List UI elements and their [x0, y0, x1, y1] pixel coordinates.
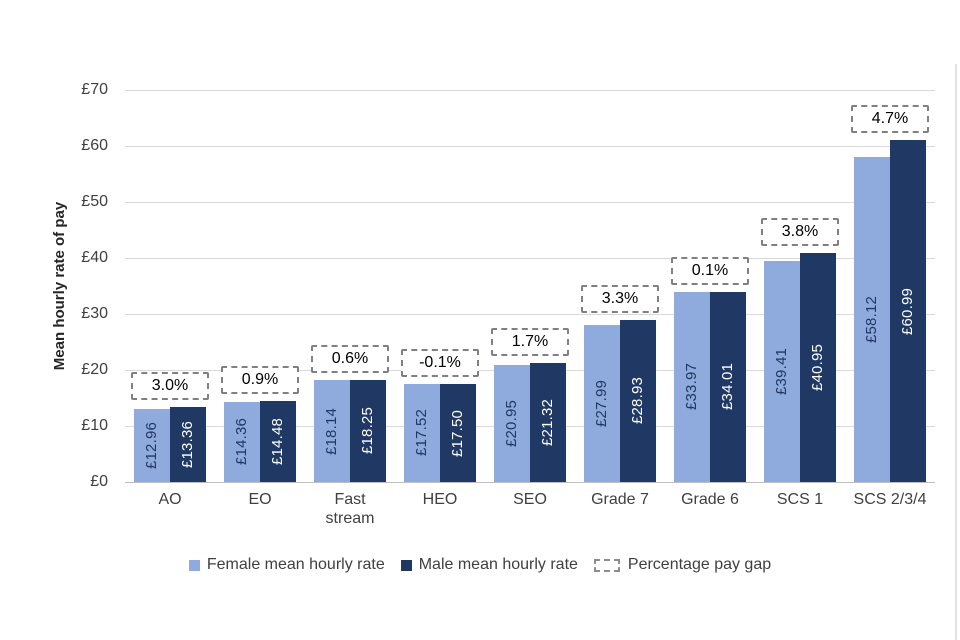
legend-item: Female mean hourly rate — [188, 556, 385, 574]
pay-gap-label: 0.9% — [221, 365, 299, 394]
bar-value-label: £18.14 — [314, 380, 350, 482]
y-tick-label: £10 — [81, 417, 108, 434]
bar-value-text: £58.12 — [863, 295, 881, 343]
male-bar — [530, 362, 566, 482]
bar-value-label: £13.36 — [170, 407, 206, 482]
x-category-label: AO — [158, 491, 182, 508]
x-category-label: SCS 1 — [776, 491, 824, 508]
legend-label: Male mean hourly rate — [418, 556, 578, 573]
pay-gap-label: 3.0% — [131, 372, 209, 401]
female-bar — [224, 401, 260, 482]
male-bar — [800, 252, 836, 482]
male-bar — [710, 291, 746, 482]
bar-value-label: £21.32 — [530, 363, 566, 482]
legend-swatch-icon — [400, 559, 412, 571]
bar-value-text: £28.93 — [629, 377, 647, 425]
bar-value-label: £28.93 — [620, 320, 656, 482]
bar-value-label: £20.95 — [494, 365, 530, 482]
bar-value-label: £40.95 — [800, 253, 836, 482]
bar-value-label: £39.41 — [764, 261, 800, 482]
bar-value-text: £17.52 — [413, 409, 431, 457]
pay-gap-label: 3.3% — [581, 284, 659, 313]
bar-value-label: £34.01 — [710, 292, 746, 482]
x-category-label: SEO — [513, 491, 547, 508]
gridline — [125, 258, 935, 259]
gridline — [125, 202, 935, 203]
female-bar — [764, 261, 800, 482]
female-bar — [314, 380, 350, 482]
bar-value-text: £18.25 — [359, 407, 377, 455]
legend-swatch-icon — [188, 559, 200, 571]
x-axis-line — [125, 482, 935, 483]
y-tick-label: £70 — [81, 81, 108, 98]
bar-value-label: £18.25 — [350, 380, 386, 482]
bar-value-label: £17.52 — [404, 384, 440, 482]
y-tick-label: £40 — [81, 249, 108, 266]
pay-gap-label: 1.7% — [491, 327, 569, 356]
pay-gap-label: 0.1% — [671, 256, 749, 285]
x-category-label: SCS 2/3/4 — [853, 491, 927, 508]
legend-label: Percentage pay gap — [627, 556, 772, 573]
legend-item: Male mean hourly rate — [400, 556, 578, 574]
gridline — [125, 90, 935, 91]
pay-gap-label: 4.7% — [851, 105, 929, 134]
bar-value-text: £39.41 — [773, 348, 791, 396]
bar-value-text: £14.48 — [269, 417, 287, 465]
legend-item-pay-gap: Percentage pay gap — [593, 556, 772, 574]
bar-value-text: £13.36 — [179, 421, 197, 469]
bar-value-label: £17.50 — [440, 384, 476, 482]
female-bar — [134, 409, 170, 482]
female-bar — [584, 325, 620, 482]
bar-value-text: £40.95 — [809, 343, 827, 391]
bar-value-label: £27.99 — [584, 325, 620, 482]
female-bar — [854, 156, 890, 482]
male-bar — [440, 384, 476, 482]
pay-gap-label: 0.6% — [311, 344, 389, 373]
bar-value-label: £58.12 — [854, 157, 890, 482]
pay-gap-label: 3.8% — [761, 217, 839, 246]
bar-value-label: £33.97 — [674, 292, 710, 482]
bar-value-text: £34.01 — [719, 363, 737, 411]
female-bar — [674, 291, 710, 482]
bar-value-text: £14.36 — [233, 418, 251, 466]
gridline — [125, 146, 935, 147]
y-tick-label: £20 — [81, 361, 108, 378]
dashed-box-icon — [593, 558, 620, 572]
x-category-label: HEO — [422, 491, 458, 508]
bar-value-text: £12.96 — [143, 422, 161, 470]
bar-value-label: £14.48 — [260, 401, 296, 482]
bar-value-text: £27.99 — [593, 380, 611, 428]
x-category-label: Fast stream — [325, 491, 375, 527]
y-tick-label: £50 — [81, 193, 108, 210]
female-bar — [494, 364, 530, 482]
x-category-label: Grade 6 — [681, 491, 739, 508]
bar-value-text: £18.14 — [323, 407, 341, 455]
bar-value-text: £33.97 — [683, 363, 701, 411]
male-bar — [890, 140, 926, 482]
bar-value-text: £17.50 — [449, 409, 467, 457]
bar-value-label: £14.36 — [224, 402, 260, 482]
y-tick-label: £60 — [81, 137, 108, 154]
legend-label: Female mean hourly rate — [206, 556, 385, 573]
bar-value-label: £60.99 — [890, 140, 926, 482]
male-bar — [350, 379, 386, 482]
legend: Female mean hourly rate Male mean hourly … — [0, 553, 960, 577]
page-edge-line — [955, 64, 957, 640]
male-bar — [260, 400, 296, 482]
male-bar — [170, 407, 206, 482]
x-category-label: EO — [248, 491, 272, 508]
bar-value-text: £20.95 — [503, 399, 521, 447]
bar-value-text: £21.32 — [539, 398, 557, 446]
gridline — [125, 314, 935, 315]
pay-gap-label: -0.1% — [401, 348, 479, 377]
y-tick-label: £30 — [81, 305, 108, 322]
bar-value-label: £12.96 — [134, 409, 170, 482]
bar-value-text: £60.99 — [899, 287, 917, 335]
x-category-label: Grade 7 — [591, 491, 649, 508]
female-bar — [404, 383, 440, 482]
y-tick-label: £0 — [90, 473, 108, 490]
male-bar — [620, 319, 656, 482]
